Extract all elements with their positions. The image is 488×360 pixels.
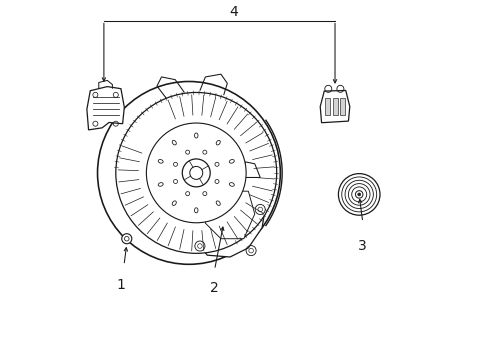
Polygon shape bbox=[320, 90, 349, 123]
Circle shape bbox=[338, 174, 379, 215]
Circle shape bbox=[189, 166, 203, 179]
Circle shape bbox=[357, 193, 360, 196]
Polygon shape bbox=[239, 162, 260, 177]
Text: 1: 1 bbox=[116, 278, 124, 292]
Circle shape bbox=[97, 81, 280, 264]
Circle shape bbox=[355, 191, 362, 198]
Circle shape bbox=[146, 123, 245, 223]
FancyBboxPatch shape bbox=[332, 98, 337, 115]
FancyBboxPatch shape bbox=[325, 98, 329, 115]
Text: 4: 4 bbox=[229, 5, 238, 19]
Polygon shape bbox=[193, 177, 266, 257]
Polygon shape bbox=[205, 191, 254, 239]
Text: 2: 2 bbox=[210, 281, 219, 295]
Text: 3: 3 bbox=[358, 239, 366, 252]
Circle shape bbox=[116, 93, 276, 253]
Circle shape bbox=[122, 234, 132, 244]
FancyBboxPatch shape bbox=[339, 98, 344, 115]
Polygon shape bbox=[87, 87, 124, 130]
Circle shape bbox=[182, 159, 210, 187]
